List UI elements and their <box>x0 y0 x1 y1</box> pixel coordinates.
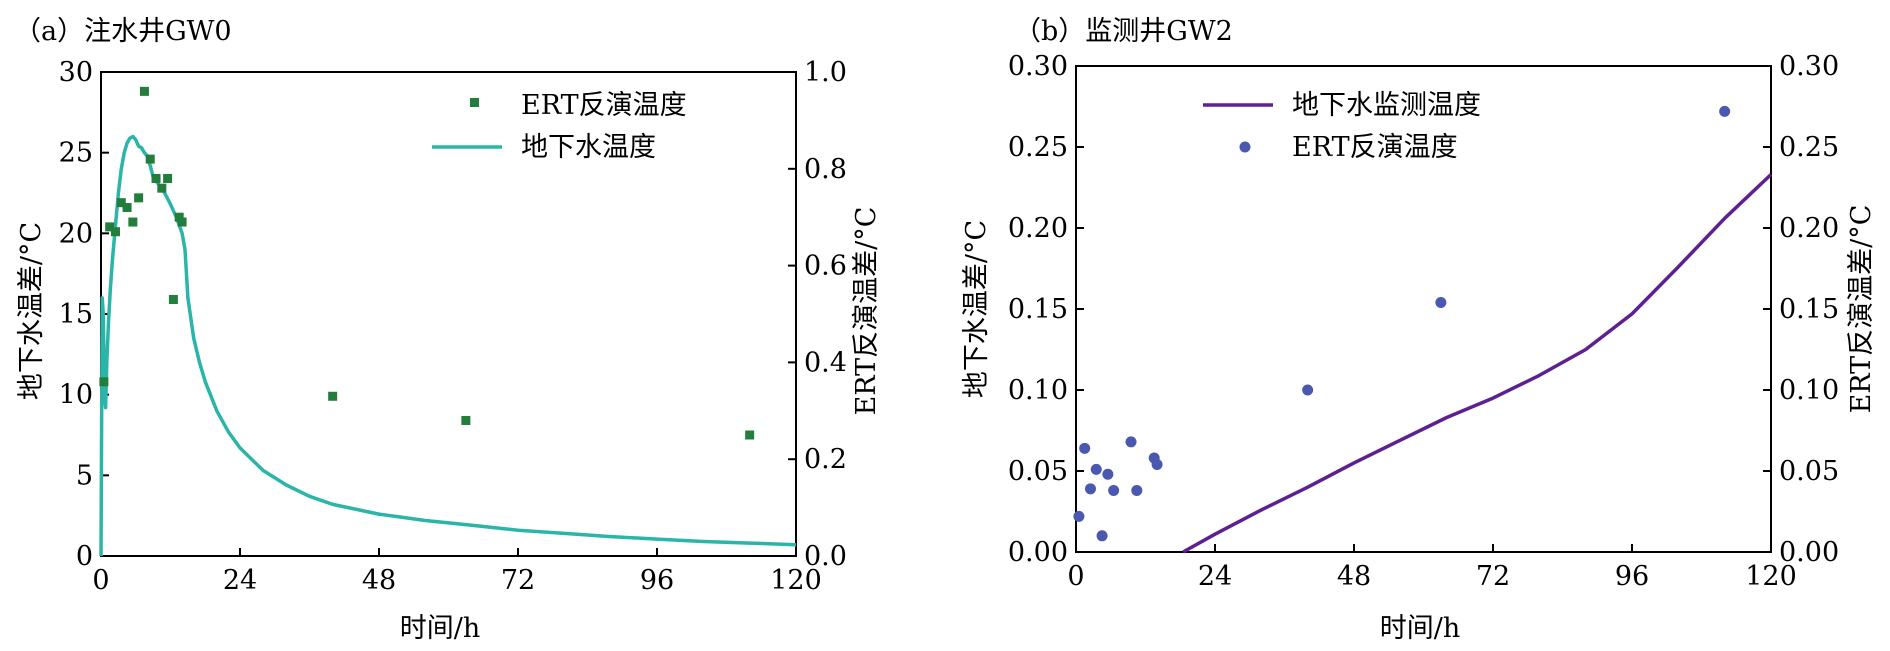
panel-a-legend: ERT反演温度 地下水温度 <box>432 90 687 163</box>
panel-a-ert-point <box>134 193 144 203</box>
panel-a-y-left-tick-label: 30 <box>59 57 93 88</box>
panel-b-x-tick-label: 72 <box>1476 561 1510 592</box>
panel-a-ert-point <box>157 183 167 193</box>
panel-b-y-right-tick-label: 0.25 <box>1779 132 1839 163</box>
panel-a-y-right-label: ERT反演温差/°C <box>851 207 882 416</box>
panel-b-x-tick-label: 0 <box>1067 561 1084 592</box>
panel-a: （a）注水井GW0 0 24 48 72 96 120 0 5 10 15 20 25 30 0.0 0.2… <box>14 16 882 644</box>
panel-b: （b）监测井GW2 0 24 48 72 96 1200.000.050.100.150.… <box>961 16 1877 644</box>
panel-a-y-left-tick-label: 25 <box>59 138 93 169</box>
panel-b-y-left-tick-label: 0.05 <box>1008 456 1068 487</box>
panel-a-y-right-tick-label: 0.6 <box>804 251 847 282</box>
panel-a-ert-point <box>745 430 755 440</box>
panel-a-ert-point <box>461 415 471 425</box>
panel-b-ert-point <box>1125 436 1137 448</box>
panel-a-y-left-tick-label: 10 <box>59 380 93 411</box>
legend-marker-ert-circle <box>1239 141 1251 153</box>
panel-b-ert-point <box>1108 484 1120 496</box>
panel-b-ert-point <box>1096 530 1108 542</box>
panel-a-ert-point <box>174 212 184 222</box>
panel-a-ert-point <box>168 294 178 304</box>
panel-b-plot-area: 0 24 48 72 96 1200.000.050.100.150.200.250.30… <box>1008 51 1839 592</box>
panel-b-x-tick-label: 48 <box>1337 561 1371 592</box>
panel-a-legend-ert-label: ERT反演温度 <box>521 90 687 121</box>
panel-b-ert-point <box>1719 105 1731 117</box>
panel-b-x-tick-label: 120 <box>1745 561 1797 592</box>
panel-b-legend-monitoring-label: 地下水监测温度 <box>1292 90 1481 121</box>
panel-b-y-right-tick-label: 0.30 <box>1779 51 1839 82</box>
panel-a-x-tick-label: 24 <box>223 565 257 596</box>
panel-a-x-tick-label: 0 <box>92 565 109 596</box>
panel-b-ert-point <box>1131 484 1143 496</box>
panel-b-y-right-tick-label: 0.05 <box>1779 456 1839 487</box>
legend-marker-ert-square <box>470 98 479 107</box>
panel-a-y-left-tick-label: 20 <box>59 218 93 249</box>
panel-a-x-tick-label: 96 <box>640 565 674 596</box>
panel-a-ert-point <box>177 217 187 227</box>
panel-b-x-tick-label: 96 <box>1615 561 1649 592</box>
panel-b-ert-point <box>1084 483 1096 495</box>
panel-a-y-right-tick-label: 0.4 <box>804 347 847 378</box>
panel-a-ert-point <box>139 86 149 96</box>
panel-a-legend-groundwater-label: 地下水温度 <box>521 132 656 163</box>
panel-a-ert-point <box>105 222 115 232</box>
panel-a-ert-point <box>99 377 109 387</box>
panel-a-title: （a）注水井GW0 <box>14 16 232 47</box>
panel-b-y-left-tick-label: 0.20 <box>1008 213 1068 244</box>
panel-b-y-right-label: ERT反演温差/°C <box>1846 205 1877 414</box>
panel-b-title: （b）监测井GW2 <box>1014 16 1233 47</box>
panel-a-ert-point <box>110 227 120 237</box>
panel-a-ert-point <box>328 391 338 401</box>
panel-a-ert-point <box>145 154 155 164</box>
panel-a-axes-frame <box>100 71 797 557</box>
panel-b-ert-point <box>1302 384 1314 396</box>
panel-b-y-right-tick-label: 0.00 <box>1779 537 1839 568</box>
panel-b-legend-ert-label: ERT反演温度 <box>1292 132 1458 163</box>
panel-a-y-left-tick-label: 5 <box>76 460 93 491</box>
panel-b-x-axis-label: 时间/h <box>1380 613 1461 644</box>
panel-b-ert-point <box>1151 459 1163 471</box>
panel-b-ert-point <box>1090 463 1102 475</box>
panel-b-y-left-tick-label: 0.30 <box>1008 51 1068 82</box>
panel-b-ert-point <box>1102 468 1114 480</box>
panel-a-ert-point <box>116 198 126 208</box>
panel-a-y-right-tick-label: 0.0 <box>804 541 847 572</box>
panel-b-y-left-tick-label: 0.10 <box>1008 375 1068 406</box>
panel-b-y-right-tick-label: 0.10 <box>1779 375 1839 406</box>
panel-b-series-line <box>1182 173 1773 554</box>
panel-a-plot-area: 0 24 48 72 96 120 0 5 10 15 20 25 30 0.0 0.2 0.4 0.6 0.8 1… <box>59 57 847 596</box>
panel-b-legend: 地下水监测温度 ERT反演温度 <box>1203 90 1481 163</box>
panel-a-ert-point <box>128 217 138 227</box>
panel-b-ert-point <box>1435 297 1447 309</box>
panel-b-ert-point <box>1079 442 1091 454</box>
panel-b-x-tick-label: 24 <box>1198 561 1232 592</box>
panel-a-y-right-tick-label: 0.2 <box>804 444 847 475</box>
panel-a-ert-point <box>163 173 173 183</box>
panel-a-y-right-tick-label: 1.0 <box>804 57 847 88</box>
panel-a-x-tick-label: 48 <box>362 565 396 596</box>
panel-b-ert-point <box>1073 510 1085 522</box>
panel-a-x-tick-label: 120 <box>770 565 822 596</box>
panel-a-x-tick-label: 72 <box>501 565 535 596</box>
panel-b-y-left-label: 地下水温差/°C <box>961 220 992 398</box>
panel-a-ert-point <box>122 203 132 213</box>
panel-b-y-right-tick-label: 0.15 <box>1779 294 1839 325</box>
panel-b-y-left-tick-label: 0.00 <box>1008 537 1068 568</box>
panel-a-y-left-tick-label: 15 <box>59 299 93 330</box>
panel-a-series-line <box>99 134 797 557</box>
panel-a-ert-point <box>151 173 161 183</box>
panel-b-y-right-tick-label: 0.20 <box>1779 213 1839 244</box>
panel-b-y-left-tick-label: 0.25 <box>1008 132 1068 163</box>
panel-a-y-right-tick-label: 0.8 <box>804 154 847 185</box>
panel-a-y-left-label: 地下水温差/°C <box>16 222 47 400</box>
panel-a-y-left-tick-label: 0 <box>76 541 93 572</box>
panel-b-y-left-tick-label: 0.15 <box>1008 294 1068 325</box>
panel-a-x-axis-label: 时间/h <box>400 613 481 644</box>
